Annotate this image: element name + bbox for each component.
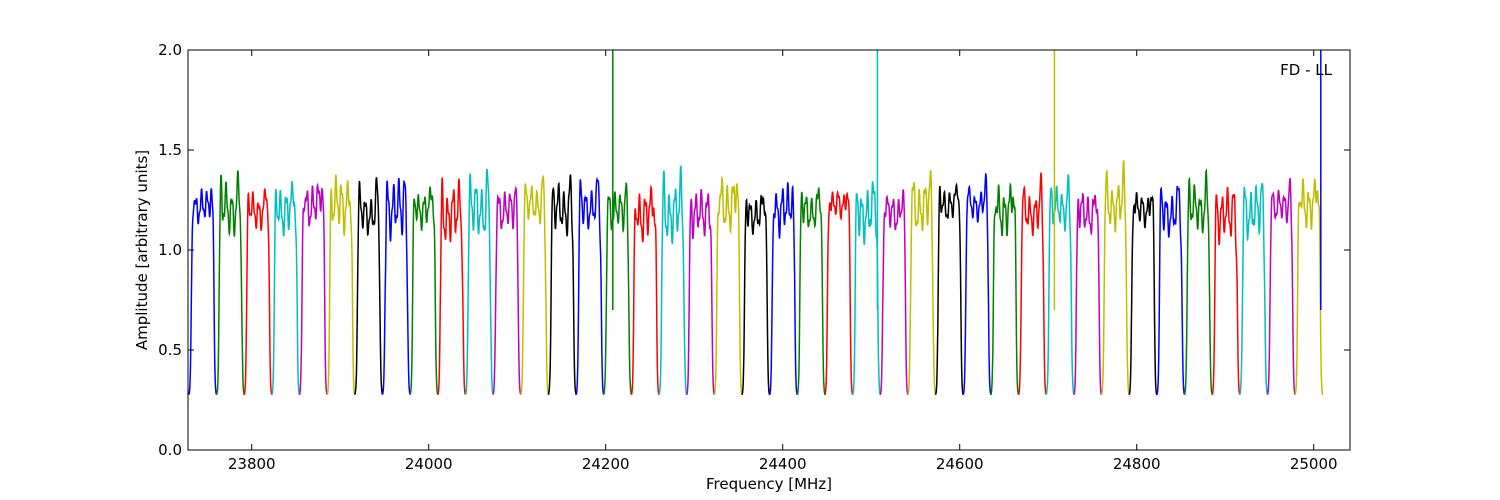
series-line <box>575 176 605 396</box>
x-tick-label: 25000 <box>1290 455 1338 473</box>
y-axis-label: Amplitude [arbitrary units] <box>133 150 151 350</box>
series-line <box>1100 160 1130 395</box>
series-line <box>1294 178 1324 396</box>
series-line <box>824 189 854 396</box>
x-axis-ticks: 23800 24000 24200 24400 24600 24800 25000 <box>228 50 1338 473</box>
series-line <box>879 189 909 396</box>
x-tick-label: 24400 <box>759 455 807 473</box>
series-line <box>437 177 467 395</box>
series-line <box>685 189 716 396</box>
series-line <box>1183 168 1213 395</box>
series-line <box>630 184 660 396</box>
series-line <box>1266 178 1296 395</box>
series-line <box>768 182 799 396</box>
series-line <box>1045 174 1075 395</box>
series-line <box>464 168 494 395</box>
series-line <box>520 174 550 395</box>
y-tick-label: 2.0 <box>158 41 182 59</box>
series-line <box>796 186 826 396</box>
series-line <box>492 185 522 395</box>
y-axis-ticks: 0.0 0.5 1.0 1.5 2.0 <box>158 41 1350 459</box>
series-line <box>602 181 633 395</box>
y-tick-label: 1.5 <box>158 141 182 159</box>
series-line <box>354 177 384 395</box>
series-line <box>1073 192 1103 396</box>
series-line <box>188 188 218 395</box>
series-line <box>962 172 992 395</box>
series-line <box>907 170 937 395</box>
series-line <box>990 182 1020 396</box>
series-line <box>658 164 688 395</box>
series-line <box>741 194 771 396</box>
x-axis-label: Frequency [MHz] <box>706 475 832 493</box>
spike-group <box>612 50 1322 310</box>
series-line <box>243 188 273 396</box>
series-line <box>1239 182 1269 395</box>
x-tick-label: 24600 <box>936 455 984 473</box>
series-group <box>188 160 1324 396</box>
series-line <box>215 170 245 396</box>
series-line <box>326 174 356 396</box>
series-line <box>298 182 328 396</box>
x-tick-label: 24000 <box>405 455 453 473</box>
x-tick-label: 23800 <box>228 455 276 473</box>
chart-annotation: FD - LL <box>1280 61 1332 79</box>
series-line <box>1156 185 1186 396</box>
x-tick-label: 24200 <box>582 455 630 473</box>
series-line <box>271 181 301 396</box>
series-line <box>381 177 411 395</box>
y-tick-label: 0.5 <box>158 341 182 359</box>
series-line <box>409 186 439 396</box>
y-tick-label: 1.0 <box>158 241 182 259</box>
series-line <box>1211 186 1241 396</box>
series-line <box>934 182 964 396</box>
series-line <box>851 181 882 396</box>
series-line <box>547 174 577 396</box>
x-tick-label: 24800 <box>1113 455 1161 473</box>
series-line <box>713 175 743 396</box>
series-line <box>1017 172 1047 395</box>
y-tick-label: 0.0 <box>158 441 182 459</box>
series-line <box>1128 192 1158 396</box>
